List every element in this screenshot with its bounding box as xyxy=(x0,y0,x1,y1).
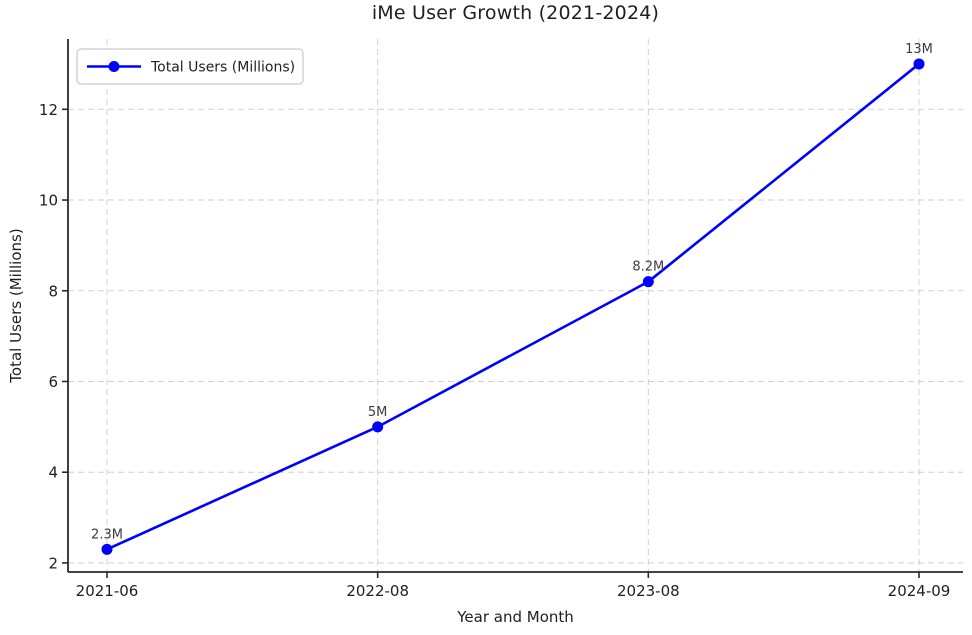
series-line xyxy=(105,62,921,551)
x-tick-label: 2023-08 xyxy=(617,582,680,600)
x-tick-label: 2021-06 xyxy=(76,582,139,600)
y-tick-label: 8 xyxy=(48,282,58,300)
x-tick-label: 2022-08 xyxy=(346,582,409,600)
y-tick-label: 4 xyxy=(48,464,58,482)
legend-marker-icon xyxy=(108,61,120,72)
data-point-marker xyxy=(642,276,654,288)
legend-box xyxy=(76,48,304,85)
point-value-label: 8.2M xyxy=(632,260,664,275)
point-value-label: 5M xyxy=(368,405,388,420)
y-axis-label: Total Users (Millions) xyxy=(7,228,25,383)
y-tick-label: 10 xyxy=(39,192,58,210)
y-tick-label: 6 xyxy=(48,373,58,391)
y-tick-label: 2 xyxy=(48,554,58,572)
chart-title: iMe User Growth (2021-2024) xyxy=(371,2,660,24)
point-value-label: 2.3M xyxy=(91,527,123,542)
x-tick-label: 2024-09 xyxy=(888,582,951,600)
data-point-marker xyxy=(372,421,384,433)
data-point-marker xyxy=(101,543,113,555)
y-tick-label: 12 xyxy=(39,101,58,119)
point-value-label: 13M xyxy=(905,42,933,57)
legend-label: Total Users (Millions) xyxy=(150,60,295,76)
data-point-marker xyxy=(913,58,925,70)
x-axis-label: Year and Month xyxy=(456,608,574,626)
